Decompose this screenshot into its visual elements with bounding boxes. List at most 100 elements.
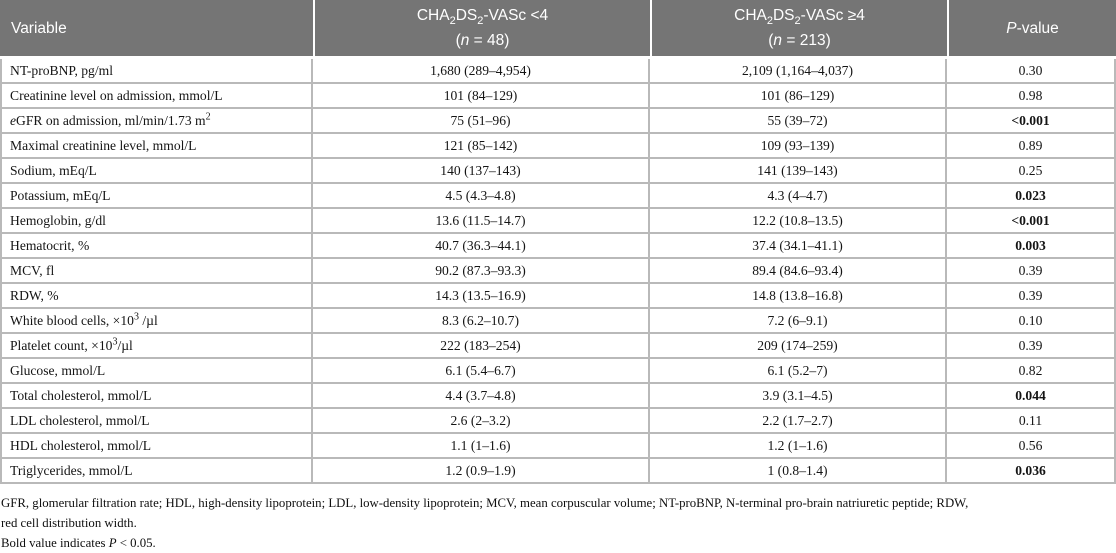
value-cell-lt4: 1,680 (289–4,954) <box>313 59 650 84</box>
header-row: Variable CHA2DS2-VASc <4 (n = 48) CHA2DS… <box>0 0 1116 59</box>
table-row: NT-proBNP, pg/ml 1,680 (289–4,954) 2,109 (… <box>0 59 1116 84</box>
header-variable: Variable <box>0 0 313 59</box>
table-row: Triglycerides, mmol/L 1.2 (0.9–1.9) 1 (0.8… <box>0 459 1116 484</box>
table-row: MCV, fl 90.2 (87.3–93.3) 89.4 (84.6–93.4) 0… <box>0 259 1116 284</box>
lab-values-table: Variable CHA2DS2-VASc <4 (n = 48) CHA2DS… <box>0 0 1116 484</box>
row-label-cell: NT-proBNP, pg/ml <box>0 59 313 84</box>
row-label-cell: White blood cells, ×103 /µl <box>0 309 313 334</box>
table-row: Platelet count, ×103/µl 222 (183–254) 209 … <box>0 334 1116 359</box>
value-cell-lt4: 40.7 (36.3–44.1) <box>313 234 650 259</box>
pvalue-cell: 0.39 <box>947 334 1116 359</box>
row-label-cell: Triglycerides, mmol/L <box>0 459 313 484</box>
pvalue-cell: 0.56 <box>947 434 1116 459</box>
row-label-cell: Creatinine level on admission, mmol/L <box>0 84 313 109</box>
footnote-abbreviations-line1: GFR, glomerular filtration rate; HDL, hi… <box>1 496 969 510</box>
row-label-cell: Potassium, mEq/L <box>0 184 313 209</box>
header-pvalue: P-value <box>947 0 1116 59</box>
value-cell-lt4: 121 (85–142) <box>313 134 650 159</box>
row-label-cell: Hematocrit, % <box>0 234 313 259</box>
table-row: Hematocrit, % 40.7 (36.3–44.1) 37.4 (34.1–… <box>0 234 1116 259</box>
value-cell-ge4: 2,109 (1,164–4,037) <box>650 59 947 84</box>
value-cell-ge4: 14.8 (13.8–16.8) <box>650 284 947 309</box>
value-cell-ge4: 12.2 (10.8–13.5) <box>650 209 947 234</box>
pvalue-cell: 0.39 <box>947 259 1116 284</box>
row-label-cell: HDL cholesterol, mmol/L <box>0 434 313 459</box>
value-cell-lt4: 6.1 (5.4–6.7) <box>313 359 650 384</box>
pvalue-cell: 0.89 <box>947 134 1116 159</box>
row-label-cell: LDL cholesterol, mmol/L <box>0 409 313 434</box>
value-cell-lt4: 101 (84–129) <box>313 84 650 109</box>
value-cell-ge4: 2.2 (1.7–2.7) <box>650 409 947 434</box>
value-cell-ge4: 7.2 (6–9.1) <box>650 309 947 334</box>
table-row: Maximal creatinine level, mmol/L 121 (85–… <box>0 134 1116 159</box>
pvalue-cell: 0.25 <box>947 159 1116 184</box>
table-row: RDW, % 14.3 (13.5–16.9) 14.8 (13.8–16.8) 0.… <box>0 284 1116 309</box>
table-footnotes: GFR, glomerular filtration rate; HDL, hi… <box>0 493 1116 553</box>
row-label-cell: Platelet count, ×103/µl <box>0 334 313 359</box>
table-row: HDL cholesterol, mmol/L 1.1 (1–1.6) 1.2 (1… <box>0 434 1116 459</box>
row-label-cell: Hemoglobin, g/dl <box>0 209 313 234</box>
table-row: Sodium, mEq/L 140 (137–143) 141 (139–143) 0… <box>0 159 1116 184</box>
value-cell-ge4: 141 (139–143) <box>650 159 947 184</box>
row-label-cell: RDW, % <box>0 284 313 309</box>
value-cell-ge4: 37.4 (34.1–41.1) <box>650 234 947 259</box>
value-cell-lt4: 2.6 (2–3.2) <box>313 409 650 434</box>
table-row: White blood cells, ×103 /µl 8.3 (6.2–10.7… <box>0 309 1116 334</box>
footnote-bold-note: Bold value indicates P < 0.05. <box>1 536 156 550</box>
header-group-lt4-title: CHA2DS2-VASc <4 <box>416 6 549 28</box>
value-cell-lt4: 222 (183–254) <box>313 334 650 359</box>
pvalue-cell: 0.003 <box>947 234 1116 259</box>
value-cell-lt4: 90.2 (87.3–93.3) <box>313 259 650 284</box>
pvalue-cell: 0.82 <box>947 359 1116 384</box>
table-row: Glucose, mmol/L 6.1 (5.4–6.7) 6.1 (5.2–7) 0… <box>0 359 1116 384</box>
value-cell-ge4: 109 (93–139) <box>650 134 947 159</box>
value-cell-lt4: 4.4 (3.7–4.8) <box>313 384 650 409</box>
pvalue-cell: 0.10 <box>947 309 1116 334</box>
value-cell-ge4: 6.1 (5.2–7) <box>650 359 947 384</box>
table-row: Creatinine level on admission, mmol/L 101… <box>0 84 1116 109</box>
value-cell-ge4: 209 (174–259) <box>650 334 947 359</box>
value-cell-ge4: 55 (39–72) <box>650 109 947 134</box>
table-row: LDL cholesterol, mmol/L 2.6 (2–3.2) 2.2 (1… <box>0 409 1116 434</box>
pvalue-cell: <0.001 <box>947 109 1116 134</box>
pvalue-cell: 0.98 <box>947 84 1116 109</box>
value-cell-lt4: 13.6 (11.5–14.7) <box>313 209 650 234</box>
pvalue-cell: 0.044 <box>947 384 1116 409</box>
value-cell-lt4: 75 (51–96) <box>313 109 650 134</box>
value-cell-lt4: 140 (137–143) <box>313 159 650 184</box>
table-row: eGFR on admission, ml/min/1.73 m2 75 (51–… <box>0 109 1116 134</box>
header-group-lt4-n: (n = 48) <box>455 32 510 50</box>
row-label-cell: Sodium, mEq/L <box>0 159 313 184</box>
value-cell-ge4: 89.4 (84.6–93.4) <box>650 259 947 284</box>
row-label-cell: MCV, fl <box>0 259 313 284</box>
pvalue-cell: 0.023 <box>947 184 1116 209</box>
table-body: NT-proBNP, pg/ml 1,680 (289–4,954) 2,109 (… <box>0 59 1116 484</box>
value-cell-ge4: 1.2 (1–1.6) <box>650 434 947 459</box>
pvalue-cell: 0.11 <box>947 409 1116 434</box>
footnote-abbreviations-line2: red cell distribution width. <box>1 516 137 530</box>
value-cell-ge4: 1 (0.8–1.4) <box>650 459 947 484</box>
header-group-lt4: CHA2DS2-VASc <4 (n = 48) <box>313 0 650 59</box>
value-cell-ge4: 3.9 (3.1–4.5) <box>650 384 947 409</box>
value-cell-lt4: 8.3 (6.2–10.7) <box>313 309 650 334</box>
row-label-cell: Total cholesterol, mmol/L <box>0 384 313 409</box>
pvalue-cell: <0.001 <box>947 209 1116 234</box>
pvalue-cell: 0.30 <box>947 59 1116 84</box>
header-group-ge4-n: (n = 213) <box>768 32 831 50</box>
table-row: Potassium, mEq/L 4.5 (4.3–4.8) 4.3 (4–4.7)… <box>0 184 1116 209</box>
row-label-cell: Glucose, mmol/L <box>0 359 313 384</box>
header-group-ge4: CHA2DS2-VASc ≥4 (n = 213) <box>650 0 947 59</box>
value-cell-lt4: 1.2 (0.9–1.9) <box>313 459 650 484</box>
value-cell-lt4: 14.3 (13.5–16.9) <box>313 284 650 309</box>
pvalue-cell: 0.39 <box>947 284 1116 309</box>
value-cell-ge4: 4.3 (4–4.7) <box>650 184 947 209</box>
row-label-cell: Maximal creatinine level, mmol/L <box>0 134 313 159</box>
pvalue-cell: 0.036 <box>947 459 1116 484</box>
value-cell-lt4: 1.1 (1–1.6) <box>313 434 650 459</box>
table-row: Hemoglobin, g/dl 13.6 (11.5–14.7) 12.2 (10… <box>0 209 1116 234</box>
header-group-ge4-title: CHA2DS2-VASc ≥4 <box>734 6 865 28</box>
value-cell-lt4: 4.5 (4.3–4.8) <box>313 184 650 209</box>
table-row: Total cholesterol, mmol/L 4.4 (3.7–4.8) 3.… <box>0 384 1116 409</box>
value-cell-ge4: 101 (86–129) <box>650 84 947 109</box>
table-header: Variable CHA2DS2-VASc <4 (n = 48) CHA2DS… <box>0 0 1116 59</box>
